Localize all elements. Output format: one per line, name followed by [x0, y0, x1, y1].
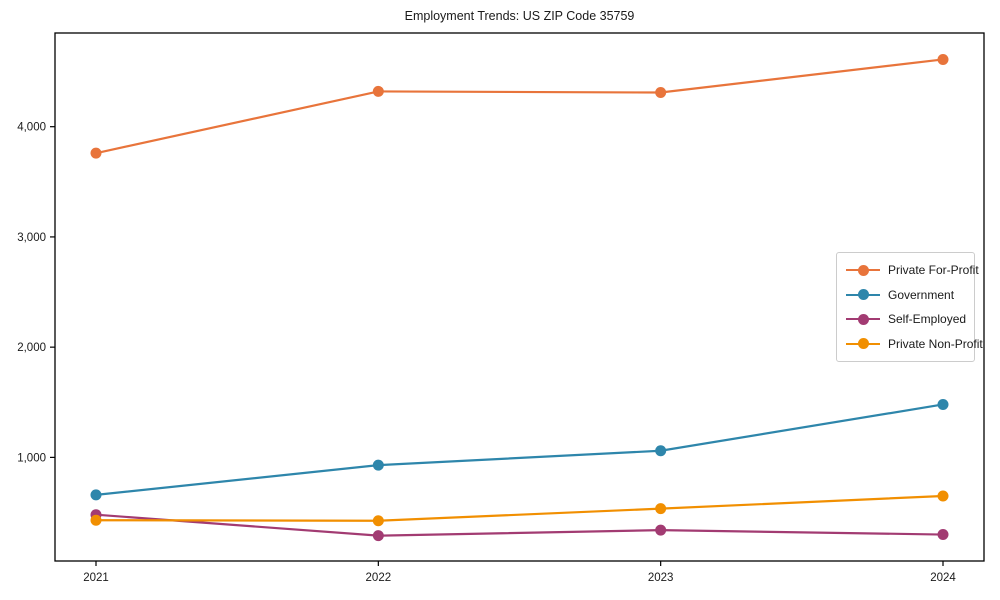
- x-tick-label: 2022: [366, 572, 392, 584]
- legend-marker-icon: [846, 289, 880, 301]
- legend-label: Private For-Profit: [888, 263, 979, 277]
- legend-label: Government: [888, 287, 955, 302]
- legend-label: Self-Employed: [888, 312, 967, 326]
- series-line-private-non-profit: [95, 494, 944, 522]
- x-tick-label: 2023: [648, 572, 674, 584]
- legend-item-self-employed: Self-Employed: [846, 310, 967, 328]
- chart-title: Employment Trends: US ZIP Code 35759: [404, 9, 635, 23]
- legend-item-private-for-profit: Private For-Profit: [846, 261, 979, 279]
- data-point: [937, 53, 949, 65]
- data-point: [90, 147, 102, 159]
- data-point: [655, 87, 667, 99]
- x-tick-label: 2024: [930, 572, 956, 584]
- data-point: [372, 85, 384, 97]
- data-point: [90, 489, 102, 501]
- data-point: [372, 530, 384, 542]
- legend-marker-icon: [846, 338, 880, 350]
- data-point: [655, 503, 667, 515]
- legend-label: Private Non-Profit: [888, 336, 983, 351]
- data-point: [655, 445, 667, 457]
- y-tick-label: 4,000: [17, 122, 46, 134]
- data-point: [937, 398, 949, 410]
- data-point: [372, 459, 384, 471]
- legend-marker-icon: [846, 264, 880, 276]
- x-tick-label: 2021: [83, 572, 109, 584]
- y-tick-label: 2,000: [17, 342, 46, 354]
- legend-item-private-non-profit: Private Non-Profit: [846, 335, 983, 353]
- data-point: [937, 490, 949, 502]
- series-line-government: [95, 403, 944, 496]
- legend-item-government: Government: [846, 286, 965, 304]
- legend-marker-icon: [846, 313, 880, 325]
- y-tick-label: 1,000: [17, 452, 46, 464]
- data-point: [937, 529, 949, 541]
- plot-border: [54, 32, 985, 562]
- legend: Private For-Profit Government Self-Emplo…: [836, 252, 983, 362]
- y-tick-label: 3,000: [17, 232, 46, 244]
- series-line-self-employed: [95, 513, 944, 537]
- data-point: [90, 514, 102, 526]
- series-line-private-for-profit: [95, 58, 944, 155]
- data-point: [372, 515, 384, 527]
- data-point: [655, 524, 667, 536]
